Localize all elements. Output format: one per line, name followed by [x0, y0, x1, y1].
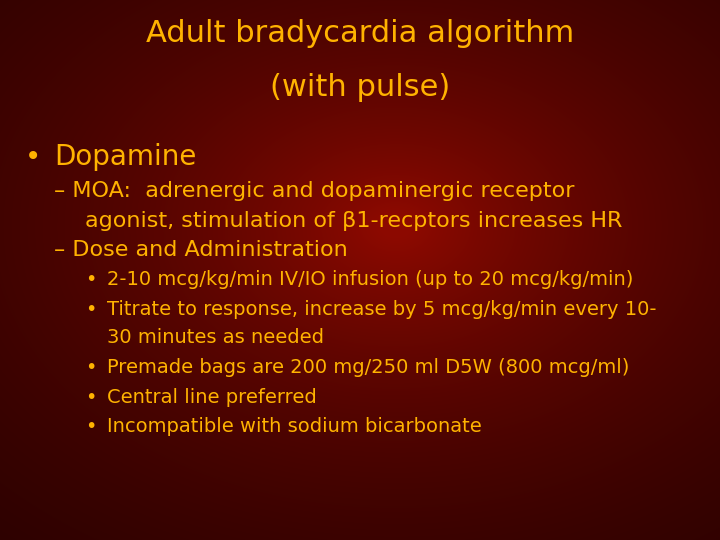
Text: – MOA:  adrenergic and dopaminergic receptor: – MOA: adrenergic and dopaminergic recep…: [54, 181, 575, 201]
Text: •: •: [85, 270, 96, 289]
Text: – Dose and Administration: – Dose and Administration: [54, 240, 348, 260]
Text: 2-10 mcg/kg/min IV/IO infusion (up to 20 mcg/kg/min): 2-10 mcg/kg/min IV/IO infusion (up to 20…: [107, 270, 633, 289]
Text: Premade bags are 200 mg/250 ml D5W (800 mcg/ml): Premade bags are 200 mg/250 ml D5W (800 …: [107, 358, 629, 377]
Text: •: •: [85, 388, 96, 407]
Text: agonist, stimulation of β1-recptors increases HR: agonist, stimulation of β1-recptors incr…: [85, 211, 622, 231]
Text: 30 minutes as needed: 30 minutes as needed: [107, 328, 323, 347]
Text: (with pulse): (with pulse): [270, 73, 450, 102]
Text: Dopamine: Dopamine: [54, 143, 197, 171]
Text: Incompatible with sodium bicarbonate: Incompatible with sodium bicarbonate: [107, 417, 481, 436]
Text: •: •: [85, 417, 96, 436]
Text: •: •: [85, 358, 96, 377]
Text: Central line preferred: Central line preferred: [107, 388, 316, 407]
Text: Adult bradycardia algorithm: Adult bradycardia algorithm: [146, 19, 574, 48]
Text: •: •: [25, 143, 42, 171]
Text: •: •: [85, 300, 96, 319]
Text: Titrate to response, increase by 5 mcg/kg/min every 10-: Titrate to response, increase by 5 mcg/k…: [107, 300, 656, 319]
